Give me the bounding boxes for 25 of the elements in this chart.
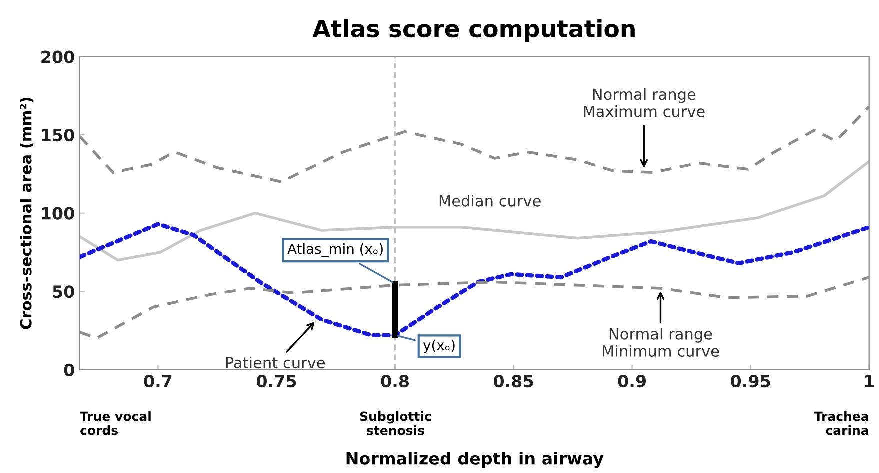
text: Trachea carina xyxy=(814,412,868,436)
y-tick-label: 100 xyxy=(42,207,74,220)
annotation: Median curve xyxy=(440,195,541,207)
x-tick-label: 0.95 xyxy=(731,375,770,388)
x-tick-label: 0.7 xyxy=(144,375,172,388)
x-tick-label: 1 xyxy=(865,375,874,388)
y-tick-label: 150 xyxy=(42,129,74,142)
x-axis-title: Normalized depth in airway xyxy=(346,452,604,468)
chart-title: Atlas score computation xyxy=(312,19,635,42)
annotation: Normal range Maximum curve xyxy=(584,88,705,118)
annotation: Normal range Minimum curve xyxy=(603,328,720,358)
x-tick-label: 0.9 xyxy=(618,375,646,388)
text: True vocal cords xyxy=(80,412,151,436)
x-tick-label: 0.75 xyxy=(256,375,296,388)
x-tick-label: 0.85 xyxy=(494,375,534,388)
annotation: Atlas_min (xₒ) xyxy=(288,244,383,258)
y-axis-title: Cross-sectional area (mm²) xyxy=(20,98,34,330)
y-tick-label: 0 xyxy=(64,364,74,376)
annotation: Patient curve xyxy=(226,356,325,369)
annotation: y(xₒ) xyxy=(423,340,455,354)
line-series xyxy=(80,160,870,262)
y-tick-label: 50 xyxy=(53,286,74,298)
x-tick-label: 0.8 xyxy=(381,375,409,388)
text: Subglottic stenosis xyxy=(360,412,432,436)
y-tick-label: 200 xyxy=(42,50,74,64)
